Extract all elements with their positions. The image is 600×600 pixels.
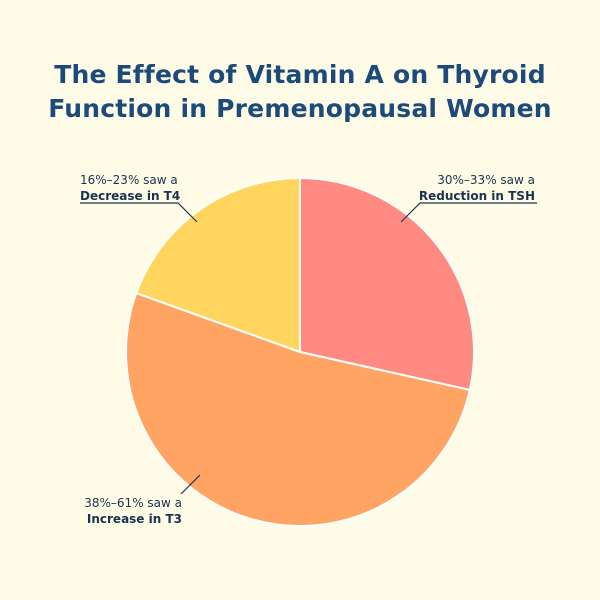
leader-line-decrease-t4 [80, 202, 198, 223]
label-increase-t3-line-1: 38%–61% saw a [84, 496, 182, 510]
label-reduction-tsh: 30%–33% saw a Reduction in TSH [419, 172, 535, 204]
slice-increase-t3 [125, 292, 471, 527]
chart-title: The Effect of Vitamin A on Thyroid Funct… [0, 58, 600, 126]
chart-title-line-2: Function in Premenopausal Women [48, 94, 552, 123]
slice-decrease-t4 [135, 177, 301, 353]
label-reduction-tsh-line-1: 30%–33% saw a [437, 173, 535, 187]
label-decrease-t4-line-1: 16%–23% saw a [80, 173, 178, 187]
label-reduction-tsh-line-2: Reduction in TSH [418, 189, 535, 203]
leader-line-increase-t3 [180, 474, 201, 495]
label-increase-t3-line-2: Increase in T3 [86, 512, 182, 526]
label-increase-t3: 38%–61% saw a Increase in T3 [84, 495, 182, 527]
label-decrease-t4-line-2: Decrease in T4 [80, 189, 181, 203]
leader-line-reduction-tsh [400, 202, 537, 223]
label-decrease-t4: 16%–23% saw a Decrease in T4 [80, 172, 180, 204]
pie-slices [125, 177, 475, 527]
leader-lines [80, 202, 537, 495]
slice-reduction-tsh [299, 177, 475, 391]
chart-title-line-1: The Effect of Vitamin A on Thyroid [54, 60, 546, 89]
